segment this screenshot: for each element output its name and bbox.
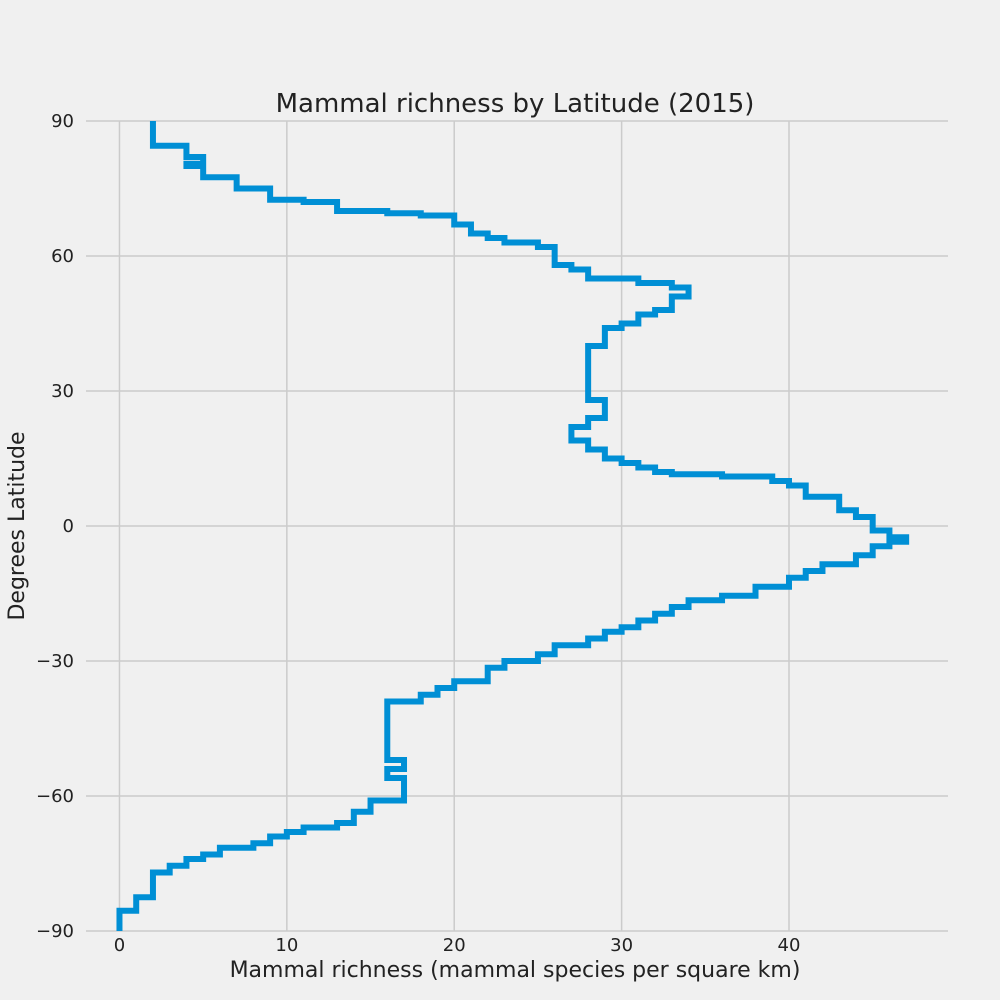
chart-title: Mammal richness by Latitude (2015) [276, 89, 755, 119]
y-tick-label-2: −30 [36, 651, 74, 672]
x-axis-label: Mammal richness (mammal species per squa… [230, 958, 801, 983]
y-tick-label-3: 0 [63, 516, 74, 537]
x-tick-label-1: 10 [275, 935, 298, 956]
y-tick-label-5: 60 [51, 246, 74, 267]
x-tick-label-0: 0 [114, 935, 125, 956]
x-tick-label-4: 40 [778, 935, 801, 956]
tick-labels: 0 10 20 30 40 −90 −60 −30 0 30 60 90 [36, 111, 800, 956]
x-tick-label-3: 30 [610, 935, 633, 956]
x-tick-label-2: 20 [443, 935, 466, 956]
y-tick-label-4: 30 [51, 381, 74, 402]
y-axis-label: Degrees Latitude [5, 431, 30, 620]
y-tick-label-0: −90 [36, 921, 74, 942]
y-tick-label-6: 90 [51, 111, 74, 132]
series-line-0 [116, 121, 910, 931]
y-tick-label-1: −60 [36, 786, 74, 807]
grid [86, 120, 948, 932]
series-layer [116, 121, 910, 931]
